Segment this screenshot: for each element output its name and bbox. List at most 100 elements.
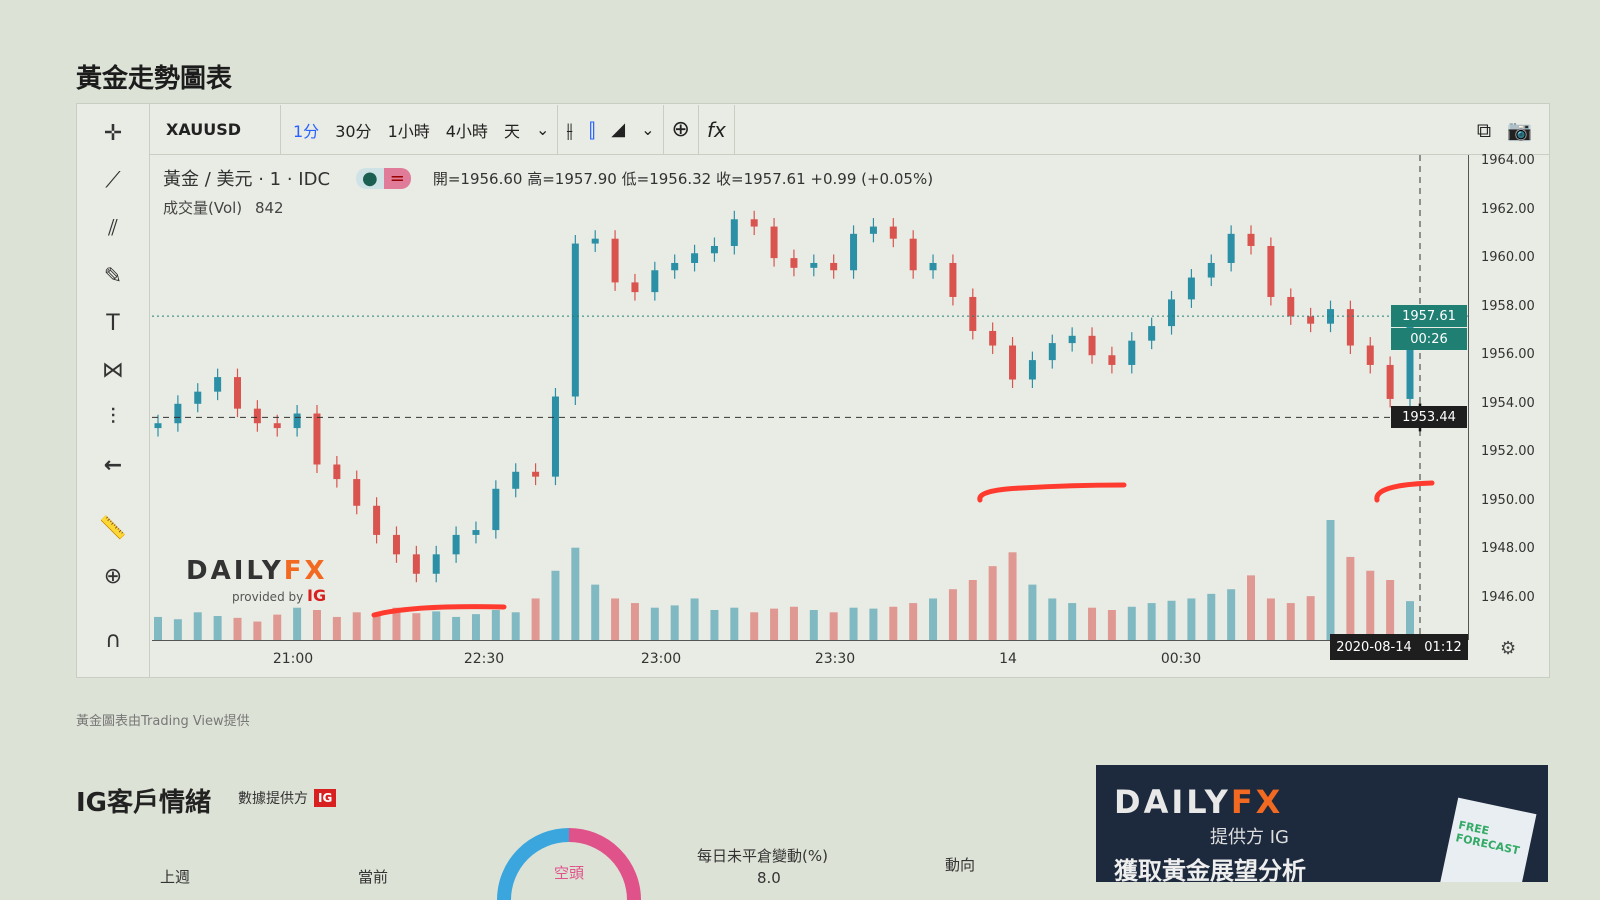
volume-bar (412, 613, 421, 640)
candle-body (909, 238, 917, 271)
volume-bar (1227, 589, 1236, 640)
candle-body (1346, 309, 1354, 346)
candle-body (1227, 233, 1235, 263)
volume-bar (968, 580, 977, 640)
candle-body (472, 530, 480, 535)
crosshair-tool-icon[interactable]: ✛ (103, 120, 123, 146)
area-chart-icon[interactable]: ◢ (611, 119, 626, 140)
candle-body (1068, 335, 1076, 344)
price-tick-label: 1962.00 (1481, 201, 1535, 217)
price-tick-label: 1956.00 (1481, 347, 1535, 363)
volume-bar (988, 566, 997, 640)
market-status-toggle[interactable]: ● = (356, 167, 411, 189)
back-arrow-icon[interactable]: ← (103, 452, 123, 478)
price-chart[interactable] (152, 155, 1468, 640)
candle-body (1148, 326, 1156, 341)
price-axis[interactable]: 1964.00 1962.00 1960.00 1958.00 1956.00 1954.… (1391, 153, 1550, 640)
interval-30m[interactable]: 30分 (335, 121, 372, 141)
sentiment-provider: 數據提供方 IG (238, 788, 337, 808)
dailyfx-ad-banner[interactable]: DAILYFX 提供方 IG 獲取黃金展望分析 FREE FORECAST (1096, 765, 1548, 882)
interval-1m[interactable]: 1分 (293, 121, 320, 141)
text-tool-icon[interactable]: T (106, 310, 120, 336)
volume-bar (293, 607, 302, 640)
volume-bar (630, 603, 639, 640)
candle-body (353, 479, 361, 506)
time-tick-label: 23:00 (640, 651, 682, 667)
price-tick-label: 1946.00 (1481, 590, 1535, 606)
crosshair-time-tag: 2020-08-14 01:12 (1330, 634, 1468, 660)
volume-bar (1167, 600, 1176, 640)
ruler-icon[interactable]: 📏 (99, 515, 127, 541)
provider-label: 數據提供方 (238, 791, 308, 807)
bar-type-icon[interactable]: ⫲ (566, 117, 573, 142)
volume-bar (273, 614, 282, 640)
interval-dropdown-chevron-icon[interactable]: ⌄ (535, 120, 550, 139)
ohlc-values: 開=1956.60 高=1957.90 低=1956.32 收=1957.61 … (433, 168, 933, 189)
popout-icon[interactable]: ⧉ (1476, 117, 1492, 142)
volume-bar (511, 612, 520, 640)
candle-body (532, 471, 540, 477)
volume-bar (1386, 580, 1395, 640)
volume-bar (1346, 556, 1355, 640)
chart-type-chevron-icon[interactable]: ⌄ (641, 120, 655, 139)
col-last-week: 上週 (160, 868, 191, 886)
candle-body (710, 245, 718, 254)
zoom-in-icon[interactable]: ⊕ (103, 563, 123, 589)
price-tick-label: 1948.00 (1481, 541, 1535, 557)
volume-bar (750, 612, 759, 640)
camera-icon[interactable]: 📷 (1507, 117, 1532, 142)
dailyfx-watermark: DAILYFX provided by IG (186, 556, 328, 605)
pitchfork-tool-icon[interactable]: ⫽ (108, 215, 118, 241)
volume-bar (173, 619, 182, 640)
magnet-icon[interactable]: ∩ (104, 627, 122, 653)
trend-line-tool-icon[interactable]: ⟋ (105, 167, 121, 193)
donut-label: 空頭 (554, 864, 585, 882)
drawing-toolbar: ✛ ⟋ ⫽ ✎ T ⋈ ⫶ ← 📏 ⊕ ∩ (76, 103, 150, 678)
ad-cta[interactable]: 獲取黃金展望分析 (1114, 857, 1306, 882)
change-value: +0.99 (+0.05%) (810, 169, 934, 188)
settings-gear-icon[interactable]: ⚙ (1500, 638, 1517, 659)
volume-bar (491, 610, 500, 640)
ad-logo: DAILYFX (1114, 783, 1284, 821)
volume-bar (233, 617, 242, 640)
interval-day[interactable]: 天 (503, 121, 520, 141)
candle-body (432, 554, 440, 574)
volume-bar (650, 607, 659, 640)
volume-bar (948, 589, 957, 640)
indicators-fx-icon[interactable]: fx (706, 117, 726, 142)
candle-body (1168, 299, 1176, 327)
candle-body (889, 226, 897, 239)
volume-bar (1207, 593, 1216, 640)
prediction-tool-icon[interactable]: ⫶ (110, 404, 116, 430)
candle-body (1128, 340, 1136, 365)
interval-4h[interactable]: 4小時 (445, 121, 488, 141)
compare-add-icon[interactable]: ⊕ (671, 117, 690, 142)
brush-tool-icon[interactable]: ✎ (103, 263, 123, 289)
candle-body (631, 282, 639, 293)
ig-badge: IG (314, 789, 337, 807)
close-value: 收=1957.61 (716, 169, 806, 188)
candle-body (1187, 277, 1195, 300)
volume-value: 842 (254, 199, 284, 217)
candle-body (611, 238, 619, 283)
volume-bar (1048, 598, 1057, 640)
volume-bar (849, 607, 858, 640)
candle-body (1366, 345, 1374, 365)
symbol-search[interactable]: XAUUSD (166, 120, 242, 139)
pattern-tool-icon[interactable]: ⋈ (102, 357, 124, 383)
donut-short-segment (568, 828, 641, 900)
col-daily-oi: 每日未平倉變動(%) (697, 847, 828, 865)
time-axis[interactable]: 21:00 22:30 23:00 23:30 14 00:30 (152, 640, 1468, 678)
volume-bar (869, 608, 878, 640)
volume-bar (392, 607, 401, 640)
volume-bar (1286, 603, 1295, 640)
interval-1h[interactable]: 1小時 (387, 121, 430, 141)
candle-body (194, 391, 202, 404)
candle-body (671, 262, 679, 271)
daily-oi-value: 8.0 (757, 869, 781, 887)
volume-bar (1366, 570, 1375, 640)
volume-bar (531, 598, 540, 640)
volume-bar (1247, 575, 1256, 640)
chart-widget (76, 103, 1550, 678)
candle-type-icon[interactable]: ⫿ (588, 117, 596, 142)
